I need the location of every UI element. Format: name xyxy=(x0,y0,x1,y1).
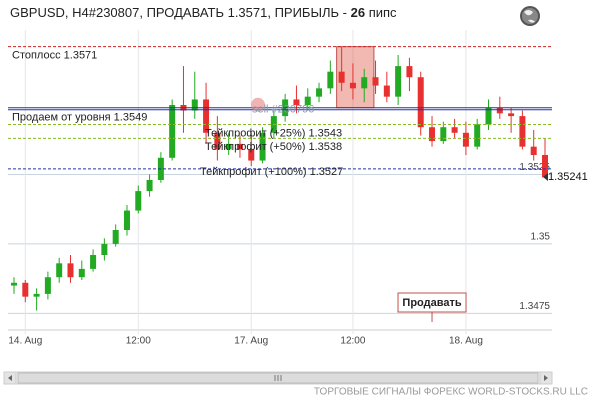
candle-body xyxy=(429,127,436,142)
candle-body xyxy=(123,210,130,230)
title-text: GBPUSD, H4#230807, ПРОДАВАТЬ 1.3571, ПРИ… xyxy=(10,5,351,20)
level-label: Тейкпрофит (+25%) 1.3543 xyxy=(205,127,342,139)
candle-body xyxy=(112,230,119,244)
candle-body xyxy=(349,82,356,89)
candle-body xyxy=(22,282,29,297)
candle-body xyxy=(259,132,266,161)
candle-body xyxy=(169,105,176,158)
price-marker xyxy=(543,172,548,181)
scrollbar[interactable] xyxy=(3,371,553,385)
candle-body xyxy=(293,99,300,105)
x-tick-label: 18. Aug xyxy=(449,336,483,347)
candle-body xyxy=(361,77,368,89)
x-tick-label: 14. Aug xyxy=(8,336,42,347)
candle-body xyxy=(101,243,108,255)
candle-body xyxy=(383,85,390,97)
profit: 26 xyxy=(351,5,365,20)
candle-body xyxy=(203,99,210,133)
candle-body xyxy=(225,143,232,150)
candle-body xyxy=(417,77,424,128)
candle-body xyxy=(496,107,503,114)
x-tick-label: 12:00 xyxy=(340,336,365,347)
candle-body xyxy=(338,71,345,83)
candle-body xyxy=(248,149,255,161)
x-tick-label: 12:00 xyxy=(126,336,151,347)
candle-body xyxy=(90,255,97,269)
candle-body xyxy=(474,124,481,147)
candle-body xyxy=(485,107,492,125)
y-tick-label: 1.3525 xyxy=(519,162,550,173)
y-tick-label: 1.35 xyxy=(531,232,551,243)
footer: ТОРГОВЫЕ СИГНАЛЫ ФОРЕКС WORLD-STOCKS.RU … xyxy=(314,387,588,398)
candle-body xyxy=(78,268,85,278)
candle-body xyxy=(406,66,413,78)
candle-body xyxy=(214,132,221,150)
candle-body xyxy=(508,113,515,117)
signal-label: Продавать xyxy=(402,297,461,309)
candle-body xyxy=(440,127,447,142)
globe-icon[interactable] xyxy=(520,6,540,26)
level-label: Продаем от уровня 1.3549 xyxy=(12,112,147,124)
candle-body xyxy=(146,180,153,192)
order-marker xyxy=(251,97,265,112)
candle-body xyxy=(316,88,323,97)
candle-body xyxy=(44,277,51,294)
signal-box xyxy=(397,292,467,313)
candle-body xyxy=(135,191,142,211)
current-price: 1.35241 xyxy=(548,171,588,183)
candle-body xyxy=(327,71,334,89)
level-label: Стоплосс 1.3571 xyxy=(12,50,97,62)
y-tick-label: 1.3475 xyxy=(519,301,550,312)
candle-body xyxy=(67,263,74,278)
candle-body xyxy=(372,77,379,86)
profit-unit: пипс xyxy=(369,5,397,20)
candle-body xyxy=(33,293,40,297)
order-label: sell #230796 xyxy=(252,104,314,116)
candle-body xyxy=(530,146,537,155)
candle-body xyxy=(191,99,198,111)
candle-body xyxy=(11,282,17,286)
chart-title: GBPUSD, H4#230807, ПРОДАВАТЬ 1.3571, ПРИ… xyxy=(10,5,397,20)
candle-body xyxy=(451,127,458,133)
candle-body xyxy=(395,66,402,97)
candle-body xyxy=(56,263,63,278)
candle-body xyxy=(304,96,311,105)
candle-body xyxy=(236,143,243,150)
candle-body xyxy=(462,132,469,147)
x-tick-label: 17. Aug xyxy=(234,336,268,347)
candle-body xyxy=(519,116,526,147)
level-label: Тейкпрофит (+50%) 1.3538 xyxy=(205,141,342,153)
level-label: Тейкпрофит (+100%) 1.3527 xyxy=(200,166,343,178)
candle-body xyxy=(542,155,548,178)
